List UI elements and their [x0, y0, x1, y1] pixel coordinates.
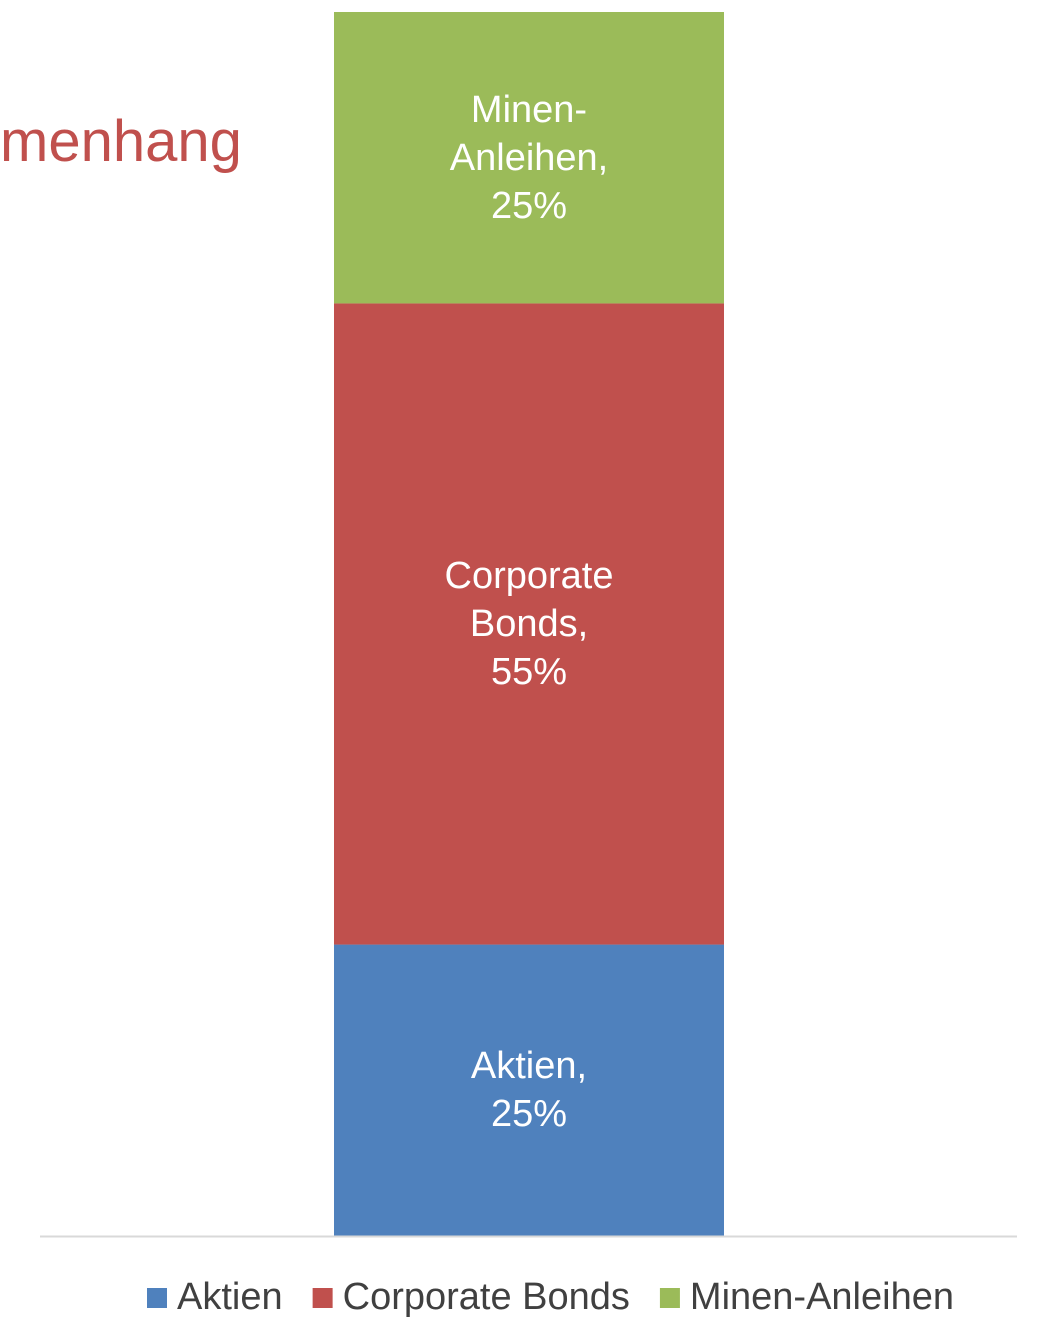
- legend-swatch: [659, 1288, 680, 1308]
- chart-title: menhang: [0, 109, 242, 174]
- legend-label: Corporate Bonds: [343, 1276, 630, 1317]
- bar-segment: [334, 303, 724, 945]
- data-label: Corporate Bonds, 55%: [444, 555, 614, 693]
- bar-segment: [334, 944, 724, 1236]
- data-label: Aktien, 25%: [470, 1045, 588, 1136]
- data-label: Minen-Anleihen, 25%: [449, 88, 609, 227]
- legend-label: Aktien: [177, 1276, 283, 1317]
- legend-label: Minen-Anleihen: [690, 1276, 954, 1317]
- legend-swatch: [312, 1288, 333, 1308]
- bar-segment: [334, 12, 724, 304]
- legend-swatch: [147, 1288, 167, 1308]
